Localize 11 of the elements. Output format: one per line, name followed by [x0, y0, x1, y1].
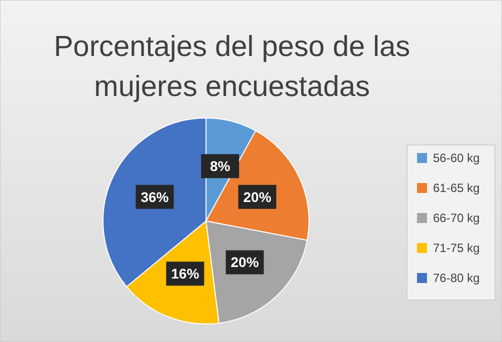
- legend-label: 66-70 kg: [433, 211, 480, 225]
- legend-label: 71-75 kg: [433, 241, 480, 255]
- legend-label: 56-60 kg: [433, 151, 480, 165]
- chart-title: Porcentajes del peso de las mujeres encuestadas: [54, 31, 410, 103]
- legend-label: 76-80 kg: [433, 271, 480, 285]
- data-label: 8%: [210, 158, 231, 174]
- data-label: 20%: [243, 188, 272, 205]
- data-label: 16%: [171, 266, 200, 282]
- data-label: 20%: [230, 254, 260, 270]
- legend-label: 61-65 kg: [433, 181, 480, 195]
- data-label: 36%: [140, 188, 170, 205]
